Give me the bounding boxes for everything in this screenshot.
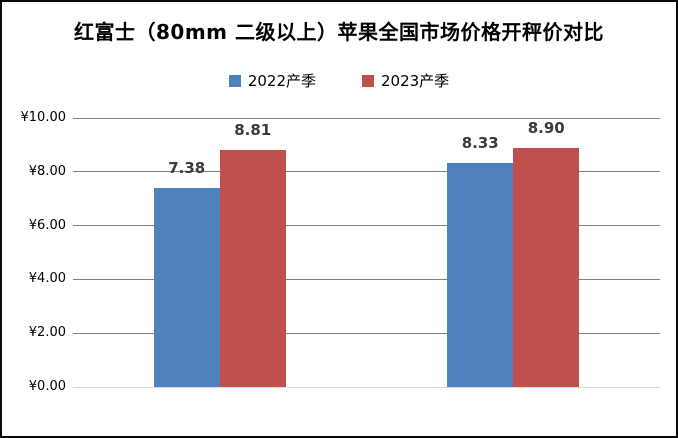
chart-title: 红富士（80mm 二级以上）苹果全国市场价格开秤价对比 (74, 20, 604, 44)
bar-2023产季-group1[interactable] (219, 150, 286, 387)
y-tick-label: ¥8.00 (28, 163, 66, 179)
y-tick-label: ¥10.00 (20, 110, 67, 125)
legend-item-2023[interactable]: 2023产季 (362, 70, 449, 91)
gridline (73, 171, 660, 173)
bar-2022产季-group2[interactable] (447, 162, 514, 387)
plot-area: 7.38 8.33 8.81 8.90 (73, 117, 660, 388)
legend: 2022产季 2023产季 (2, 70, 676, 91)
y-tick-label: ¥2.00 (28, 325, 66, 341)
legend-item-2022[interactable]: 2022产季 (228, 70, 316, 91)
bar-2022产季-group1[interactable] (153, 188, 220, 387)
y-tick-label: ¥4.00 (28, 271, 66, 287)
x-axis-line (73, 386, 660, 388)
data-label: 8.33 (461, 133, 499, 152)
gridline (73, 278, 660, 280)
legend-label-2022: 2022产季 (247, 72, 316, 90)
gridline (73, 117, 660, 119)
data-label: 8.81 (234, 121, 272, 140)
legend-label-2023: 2023产季 (381, 72, 450, 90)
bar-2023产季-group2[interactable] (513, 147, 580, 387)
y-tick-label: ¥0.00 (28, 379, 66, 394)
legend-swatch-blue-icon (228, 74, 241, 87)
gridline (73, 225, 660, 227)
gridline (73, 332, 660, 334)
data-label: 7.38 (168, 159, 206, 178)
y-tick-label: ¥6.00 (28, 217, 66, 233)
data-label: 8.90 (527, 118, 565, 137)
legend-swatch-red-icon (362, 74, 374, 87)
